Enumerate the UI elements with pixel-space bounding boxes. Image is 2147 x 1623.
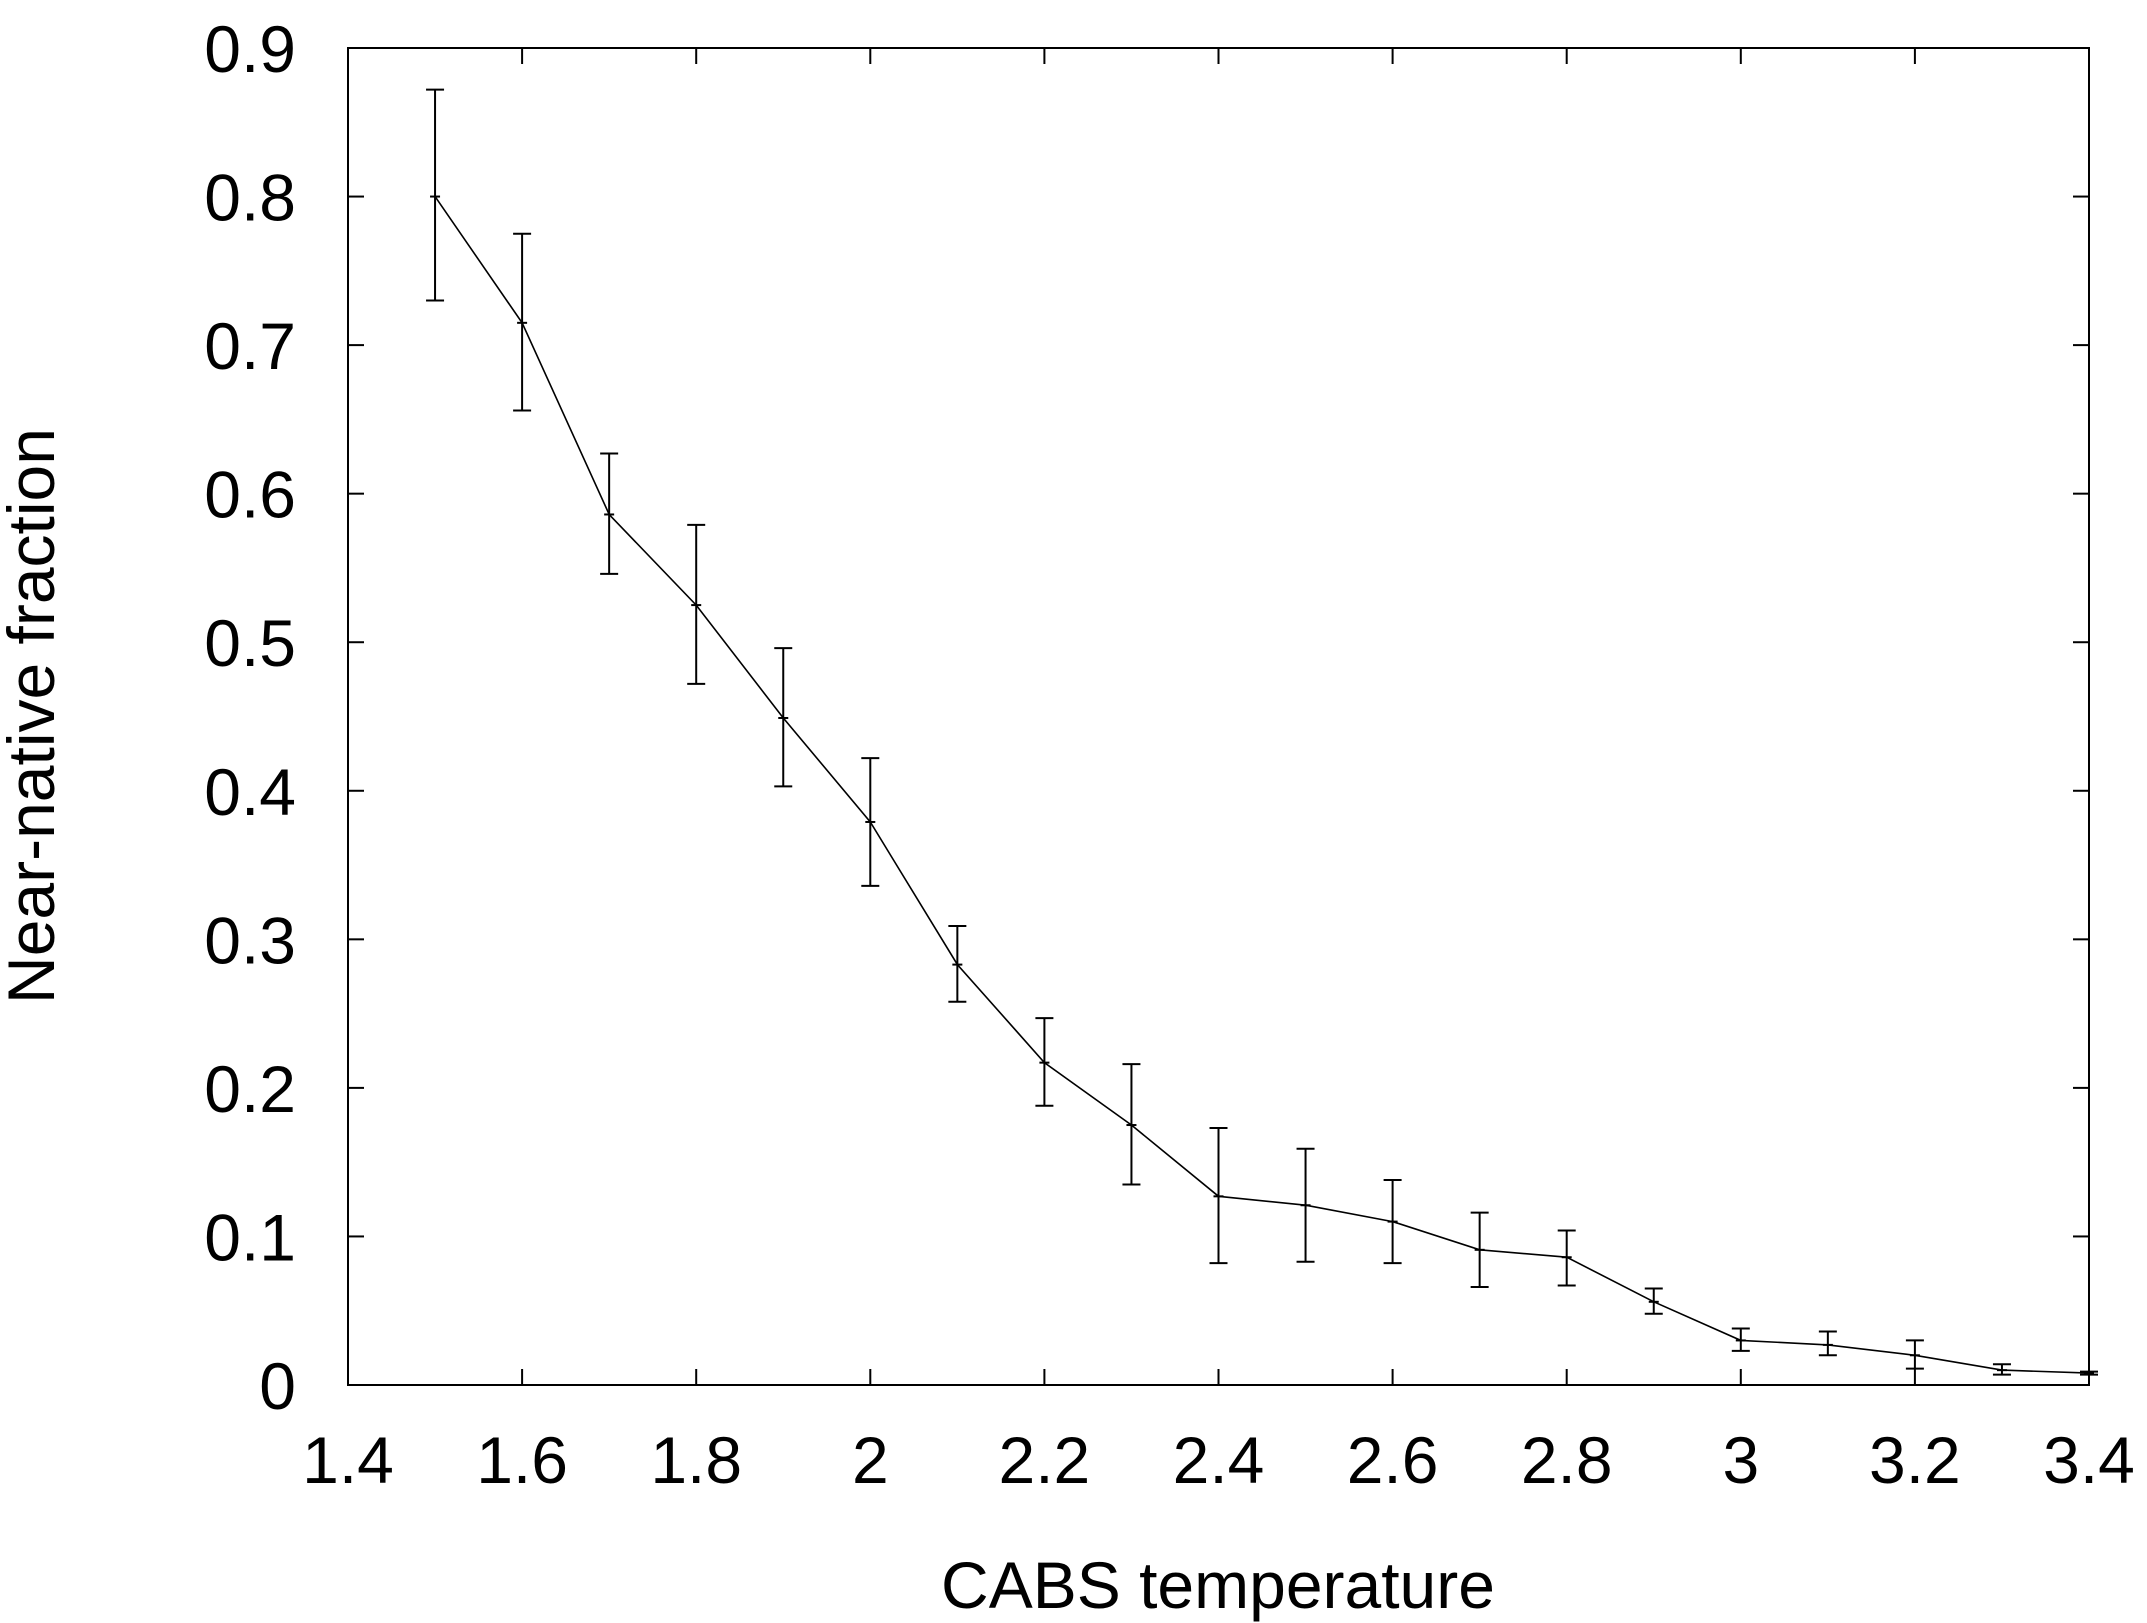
x-tick-label: 1.4 bbox=[302, 1423, 394, 1497]
y-axis-label: Near-native fraction bbox=[0, 428, 68, 1004]
error-bars bbox=[426, 88, 2098, 1376]
y-tick-label: 0.1 bbox=[204, 1200, 296, 1274]
x-tick-label: 3.4 bbox=[2043, 1423, 2135, 1497]
y-tick-label: 0.3 bbox=[204, 903, 296, 977]
y-tick-label: 0.5 bbox=[204, 606, 296, 680]
error-bar bbox=[426, 88, 445, 302]
y-tick-label: 0.2 bbox=[204, 1052, 296, 1126]
y-tick-labels: 0 0.1 0.2 0.3 0.4 0.5 0.6 0.7 0.8 0.9 bbox=[204, 12, 296, 1423]
x-tick-label: 2.6 bbox=[1347, 1423, 1439, 1497]
y-tick-label: 0.4 bbox=[204, 755, 296, 829]
y-tick-label: 0 bbox=[259, 1349, 296, 1423]
y-tick-label: 0.9 bbox=[204, 12, 296, 86]
x-tick-label: 2 bbox=[852, 1423, 889, 1497]
x-tick-label: 1.6 bbox=[476, 1423, 568, 1497]
plot-frame bbox=[347, 47, 2090, 1386]
x-tick-label: 2.8 bbox=[1521, 1423, 1613, 1497]
x-axis-label: CABS temperature bbox=[941, 1548, 1495, 1622]
x-tick-label: 1.8 bbox=[650, 1423, 742, 1497]
data-points bbox=[430, 195, 2094, 1375]
error-bar bbox=[1818, 1330, 1837, 1357]
x-tick-label: 2.2 bbox=[999, 1423, 1091, 1497]
y-tick-label: 0.6 bbox=[204, 458, 296, 532]
x-tick-labels: 1.4 1.6 1.8 2 2.2 2.4 2.6 2.8 3 3.2 3.4 bbox=[302, 1423, 2135, 1497]
y-tick-label: 0.7 bbox=[204, 309, 296, 383]
series-line bbox=[434, 196, 2090, 1374]
x-tick-label: 2.4 bbox=[1173, 1423, 1265, 1497]
x-tick-label: 3 bbox=[1722, 1423, 1759, 1497]
y-tick-label: 0.8 bbox=[204, 161, 296, 235]
x-tick-label: 3.2 bbox=[1869, 1423, 1961, 1497]
